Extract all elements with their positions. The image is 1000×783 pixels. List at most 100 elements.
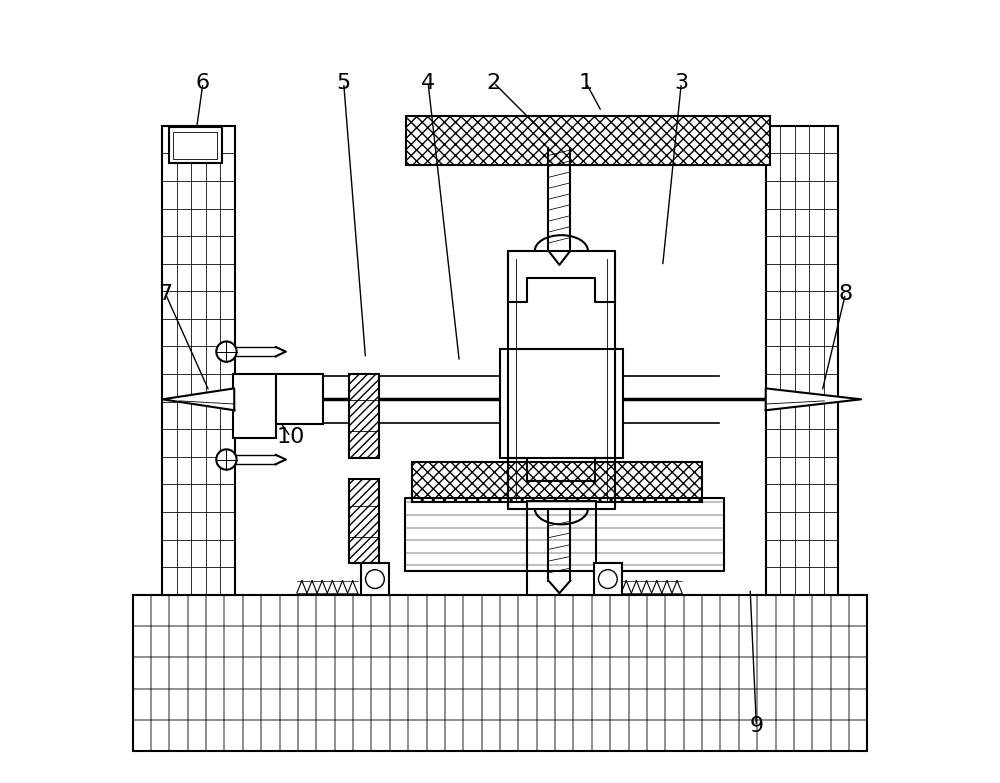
Bar (220, 208, 235, 236)
Bar (831, 626, 849, 657)
Bar (220, 402, 235, 429)
Bar (162, 264, 177, 291)
Bar (177, 346, 191, 374)
Bar (766, 291, 780, 319)
Bar (766, 539, 780, 567)
Bar (316, 595, 335, 626)
Bar (191, 264, 206, 291)
Bar (795, 456, 809, 485)
Bar (177, 291, 191, 319)
Bar (335, 720, 353, 751)
Bar (720, 657, 739, 688)
Bar (390, 688, 408, 720)
Bar (629, 720, 647, 751)
Bar (206, 485, 220, 512)
Bar (261, 720, 280, 751)
Bar (795, 374, 809, 402)
Bar (206, 720, 224, 751)
Bar (766, 153, 780, 181)
Bar (720, 688, 739, 720)
Bar (780, 181, 795, 208)
Bar (537, 657, 555, 688)
Bar (794, 657, 812, 688)
Bar (684, 688, 702, 720)
Bar (151, 595, 169, 626)
Bar (173, 132, 217, 159)
Bar (220, 236, 235, 264)
Bar (482, 626, 500, 657)
Bar (408, 595, 427, 626)
Bar (177, 181, 191, 208)
Bar (177, 319, 191, 346)
Bar (610, 688, 629, 720)
Bar (191, 181, 206, 208)
Bar (610, 595, 629, 626)
Bar (220, 319, 235, 346)
Bar (824, 126, 838, 153)
Bar (390, 720, 408, 751)
Bar (390, 626, 408, 657)
Bar (408, 688, 427, 720)
Bar (702, 657, 720, 688)
Bar (795, 291, 809, 319)
Bar (776, 595, 794, 626)
Bar (518, 595, 537, 626)
Bar (224, 688, 243, 720)
Bar (720, 595, 739, 626)
Bar (794, 688, 812, 720)
Bar (206, 429, 220, 456)
Bar (795, 236, 809, 264)
Bar (162, 539, 177, 567)
Bar (610, 720, 629, 751)
Bar (766, 208, 780, 236)
Bar (177, 126, 191, 153)
Bar (233, 374, 276, 438)
Bar (191, 567, 206, 595)
Bar (243, 688, 261, 720)
Bar (335, 595, 353, 626)
Bar (720, 720, 739, 751)
Bar (206, 346, 220, 374)
Bar (757, 688, 776, 720)
Bar (427, 595, 445, 626)
Bar (766, 456, 780, 485)
Bar (809, 539, 824, 567)
Bar (280, 688, 298, 720)
Bar (809, 319, 824, 346)
Text: 4: 4 (421, 73, 435, 92)
Bar (188, 720, 206, 751)
Bar (757, 626, 776, 657)
Bar (702, 688, 720, 720)
Bar (809, 346, 824, 374)
Bar (177, 567, 191, 595)
Bar (408, 720, 427, 751)
Bar (592, 720, 610, 751)
Bar (191, 319, 206, 346)
Bar (133, 626, 151, 657)
Bar (463, 688, 482, 720)
Bar (177, 512, 191, 539)
Bar (702, 720, 720, 751)
Bar (206, 291, 220, 319)
Text: 9: 9 (749, 716, 763, 736)
Bar (647, 720, 665, 751)
Bar (220, 264, 235, 291)
Bar (824, 567, 838, 595)
Bar (780, 567, 795, 595)
Bar (766, 567, 780, 595)
Bar (518, 688, 537, 720)
Bar (766, 319, 780, 346)
Bar (555, 626, 573, 657)
Bar (795, 181, 809, 208)
Bar (809, 485, 824, 512)
Bar (780, 264, 795, 291)
Bar (243, 657, 261, 688)
Bar (776, 720, 794, 751)
Bar (665, 595, 684, 626)
Bar (445, 657, 463, 688)
Bar (720, 626, 739, 657)
Bar (261, 657, 280, 688)
Bar (206, 595, 224, 626)
Bar (371, 720, 390, 751)
Bar (780, 236, 795, 264)
